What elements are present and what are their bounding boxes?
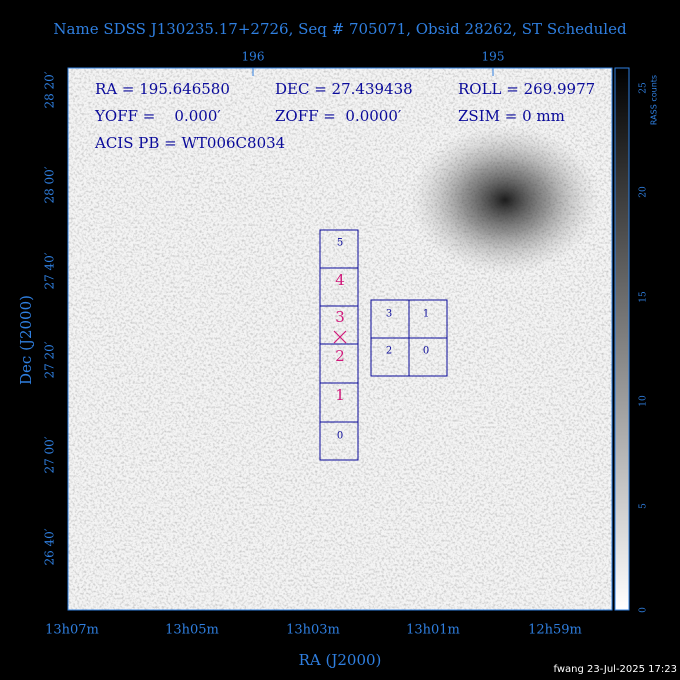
colorbar-scale (614, 67, 630, 611)
title: Name SDSS J130235.17+2726, Seq # 705071,… (53, 20, 627, 38)
info-text: ZOFF = 0.0000′ (275, 107, 402, 125)
info-text: ZSIM = 0 mm (458, 107, 565, 125)
chip-label: 5 (337, 238, 343, 249)
left-ticks: 28 20′ 28 00′ 27 40′ 27 20′ 27 00′ 26 40… (43, 71, 57, 565)
left-tick-label: 28 00′ (43, 166, 57, 203)
chip-label: 4 (335, 271, 345, 289)
chip-label: 3 (335, 308, 345, 326)
colorbar-tick-label: 25 (639, 82, 649, 94)
chip (408, 337, 448, 377)
info-text: ROLL = 269.9977 (458, 80, 595, 98)
chip-label: 2 (386, 346, 392, 357)
chip-label: 0 (337, 431, 343, 442)
left-tick-label: 28 20′ (43, 71, 57, 108)
chip-label: 3 (386, 309, 392, 320)
left-tick-label: 27 20′ (43, 341, 57, 378)
info-text: YOFF = 0.000′ (94, 107, 221, 125)
chip-label: 0 (423, 346, 429, 357)
colorbar-tick-label: 0 (639, 607, 649, 613)
footer: fwang 23-Jul-2025 17:23 (553, 664, 677, 675)
chip-column: 5 4 3 2 1 0 (319, 229, 359, 461)
info-text: DEC = 27.439438 (275, 80, 413, 98)
bottom-tick-label: 13h05m (165, 623, 219, 638)
colorbar: 0 5 10 15 20 25 RASS counts (614, 67, 659, 613)
x-axis-title: RA (J2000) (299, 651, 382, 669)
colorbar-title: RASS counts (650, 75, 659, 125)
plot-frame (67, 67, 613, 611)
y-axis-title: Dec (J2000) (17, 295, 35, 385)
chip-square: 3 1 2 0 (370, 299, 448, 377)
colorbar-tick-label: 20 (639, 186, 649, 198)
left-tick-label: 26 40′ (43, 528, 57, 565)
bottom-tick-label: 13h03m (286, 623, 340, 638)
chip-label: 2 (335, 347, 345, 365)
bottom-tick-label: 13h01m (406, 623, 460, 638)
left-tick-label: 27 00′ (43, 436, 57, 473)
top-tick-label: 195 (482, 50, 505, 64)
chip-label: 1 (423, 309, 429, 320)
aimpoint-marker (333, 330, 347, 344)
colorbar-tick-label: 10 (639, 395, 649, 407)
bottom-ticks: 13h07m 13h05m 13h03m 13h01m 12h59m (45, 623, 582, 638)
chip (319, 421, 359, 461)
bottom-tick-label: 13h07m (45, 623, 99, 638)
chip-label: 1 (335, 386, 345, 404)
x-ray-source (410, 125, 600, 275)
colorbar-tick-label: 5 (639, 503, 649, 509)
colorbar-tick-label: 15 (639, 291, 649, 303)
left-tick-label: 27 40′ (43, 252, 57, 289)
info-block: RA = 195.646580 DEC = 27.439438 ROLL = 2… (94, 80, 595, 152)
bottom-tick-label: 12h59m (528, 623, 582, 638)
top-tick-label: 196 (242, 50, 265, 64)
info-text: ACIS PB = WT006C8034 (94, 134, 285, 152)
info-text: RA = 195.646580 (95, 80, 230, 98)
